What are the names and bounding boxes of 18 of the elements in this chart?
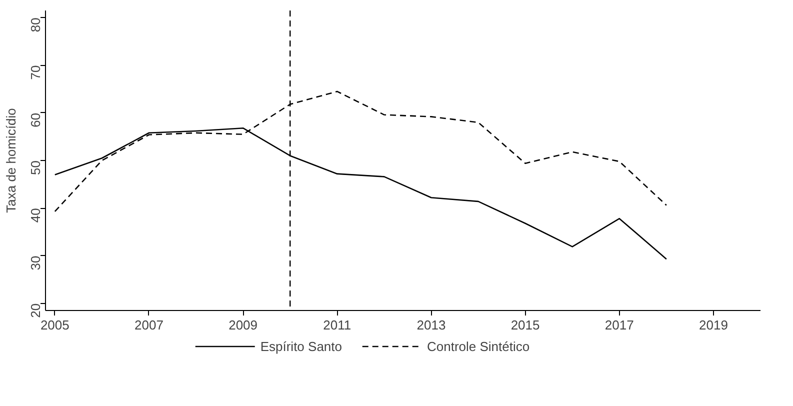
y-tick-label: 40: [28, 208, 43, 223]
y-axis-title: Taxa de homicídio: [4, 108, 18, 213]
x-tick-label: 2019: [699, 318, 728, 332]
y-tick-label: 20: [28, 303, 43, 318]
y-tick-label: 70: [28, 65, 43, 80]
y-tick-label: 30: [28, 256, 43, 270]
x-tick-label: 2007: [134, 318, 164, 332]
x-tick-label: 2013: [416, 318, 446, 332]
x-tick-label: 2011: [323, 318, 352, 332]
x-tick-label: 2017: [604, 318, 634, 332]
legend-label: Espírito Santo: [260, 338, 342, 354]
x-tick-label: 2015: [510, 318, 540, 332]
y-tick-label: 80: [28, 18, 43, 32]
legend-label: Controle Sintético: [427, 338, 530, 354]
y-tick-label: 50: [28, 160, 43, 175]
x-tick-label: 2009: [228, 318, 258, 332]
y-tick-label: 60: [28, 112, 43, 128]
x-tick-label: 2005: [40, 318, 70, 332]
